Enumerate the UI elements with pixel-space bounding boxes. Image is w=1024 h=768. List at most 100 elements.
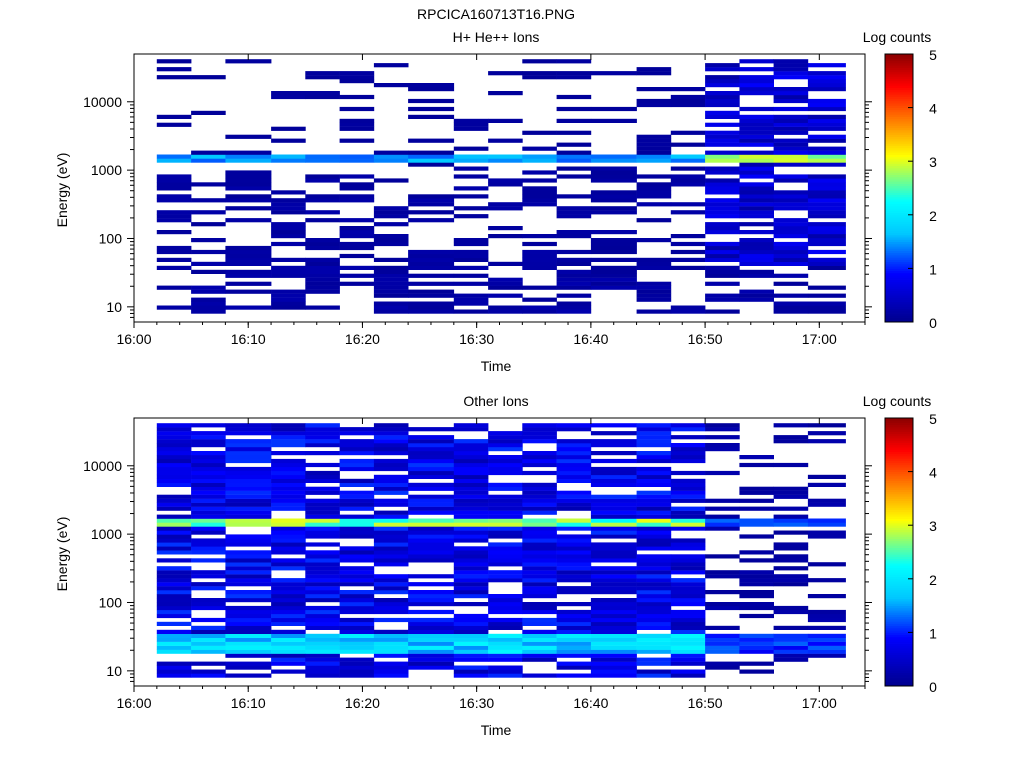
heatmap-cell — [156, 458, 192, 464]
heatmap-cell — [739, 590, 774, 595]
heatmap-cell — [670, 514, 706, 519]
heatmap-cell — [453, 206, 489, 211]
heatmap-cell — [636, 645, 672, 650]
heatmap-cell — [271, 629, 306, 634]
heatmap-cell — [373, 431, 409, 436]
heatmap-cell — [156, 586, 192, 591]
heatmap-cell — [373, 665, 409, 670]
heatmap-cell — [408, 289, 455, 294]
heatmap-cell — [556, 71, 592, 76]
heatmap-cell — [739, 154, 774, 159]
heatmap-cell — [522, 609, 557, 615]
heatmap-cell — [225, 554, 272, 559]
heatmap-cell — [373, 637, 409, 642]
heatmap-cell — [636, 451, 672, 456]
heatmap-cell — [488, 598, 523, 603]
heatmap-cell — [556, 574, 592, 579]
heatmap-cell — [705, 67, 740, 72]
colorbar-segment — [885, 601, 913, 604]
heatmap-cell — [773, 194, 809, 199]
colorbar-segment — [885, 578, 913, 582]
colorbar-tick-label: 1 — [929, 625, 937, 641]
heatmap-cell — [636, 506, 672, 511]
heatmap-cell — [271, 546, 306, 551]
heatmap-cell — [807, 214, 846, 219]
colorbar-segment — [885, 181, 913, 184]
heatmap-cell — [339, 554, 375, 559]
heatmap-cell — [339, 530, 375, 535]
heatmap-cell — [339, 602, 375, 607]
heatmap-cell — [773, 245, 809, 251]
heatmap-cell — [522, 146, 557, 151]
heatmap-cell — [705, 214, 740, 219]
heatmap-cell — [636, 530, 672, 535]
colorbar-segment — [885, 418, 913, 421]
heatmap-cell — [156, 114, 192, 119]
heatmap-cell — [271, 633, 306, 638]
heatmap-cell — [339, 198, 375, 203]
heatmap-cell — [156, 443, 192, 448]
heatmap-cell — [739, 490, 774, 495]
heatmap-cell — [156, 67, 192, 72]
colorbar-segment — [885, 498, 913, 502]
heatmap-cell — [339, 665, 375, 670]
heatmap-cell — [590, 257, 637, 262]
heatmap-cell — [305, 305, 340, 310]
heatmap-cell — [773, 106, 809, 112]
heatmap-cell — [556, 645, 592, 650]
colorbar-segment — [885, 451, 913, 455]
heatmap-cell — [773, 494, 809, 499]
heatmap-cell — [590, 665, 637, 670]
colorbar-segment — [885, 219, 913, 222]
heatmap-cell — [453, 482, 489, 487]
heatmap-cell — [373, 550, 409, 555]
heatmap-cell — [339, 439, 375, 444]
heatmap-cell — [705, 633, 740, 638]
heatmap-cell — [305, 605, 340, 611]
heatmap-cell — [807, 226, 846, 231]
heatmap-cell — [339, 71, 375, 76]
heatmap-cell — [522, 158, 557, 163]
heatmap-cell — [271, 506, 306, 511]
heatmap-cell — [556, 451, 592, 456]
colorbar-segment — [885, 471, 913, 475]
heatmap-cell — [373, 285, 409, 290]
heatmap-cell — [590, 534, 637, 539]
heatmap-cell — [453, 241, 489, 247]
colorbar-segment — [885, 152, 913, 155]
heatmap-cell — [670, 554, 706, 559]
heatmap-cell — [636, 586, 672, 591]
colorbar-segment — [885, 560, 913, 564]
heatmap-cell — [305, 598, 340, 603]
heatmap-cell — [305, 554, 340, 559]
heatmap-cell — [488, 633, 523, 638]
heatmap-cell — [636, 102, 672, 108]
heatmap-cell — [191, 558, 226, 563]
colorbar-segment — [885, 534, 913, 537]
colorbar-segment — [885, 67, 913, 71]
heatmap-cell — [705, 253, 740, 259]
heatmap-cell — [590, 570, 637, 575]
colorbar-segment — [885, 112, 913, 115]
heatmap-cell — [807, 122, 846, 127]
heatmap-cell — [590, 629, 637, 634]
heatmap-cell — [191, 478, 226, 483]
heatmap-cell — [590, 466, 637, 472]
heatmap-cell — [453, 158, 489, 163]
heatmap-cell — [271, 586, 306, 591]
heatmap-cell — [807, 198, 846, 203]
heatmap-cell — [191, 150, 226, 155]
heatmap-cell — [339, 490, 375, 495]
colorbar-segment — [885, 272, 913, 276]
colorbar-segment — [885, 243, 913, 247]
colorbar-segment — [885, 71, 913, 75]
heatmap-cell — [191, 435, 226, 440]
heatmap-cell — [773, 226, 809, 231]
colorbar-segment — [885, 268, 913, 272]
colorbar-segment — [885, 665, 913, 669]
heatmap-cell — [305, 281, 340, 286]
heatmap-cell — [225, 649, 272, 654]
figure-title: RPCICA160713T16.PNG — [417, 6, 575, 22]
heatmap-cell — [522, 297, 557, 302]
colorbar-segment — [885, 540, 913, 544]
